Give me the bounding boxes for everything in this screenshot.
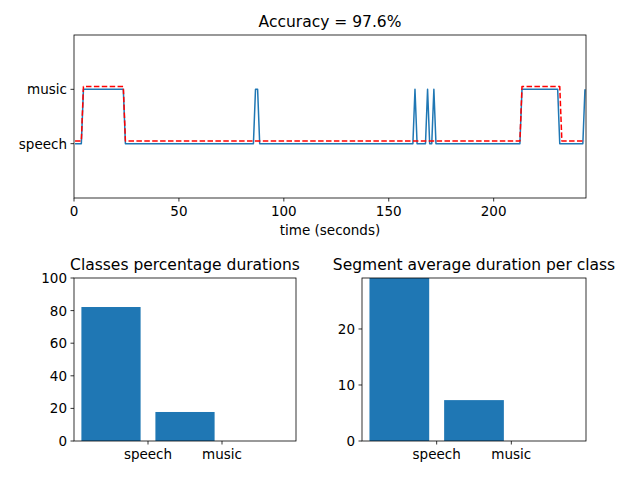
y-tick-label: music xyxy=(27,81,67,97)
y-tick xyxy=(71,89,75,90)
y-tick xyxy=(71,310,75,311)
x-tick-label: speech xyxy=(413,446,461,462)
x-tick-label: 200 xyxy=(481,203,507,219)
x-tick-label: music xyxy=(202,446,242,462)
y-tick-label: 0 xyxy=(346,433,355,449)
x-tick xyxy=(511,441,512,445)
y-tick-label: 60 xyxy=(50,335,67,351)
bar xyxy=(81,307,140,441)
x-axis-label: time (seconds) xyxy=(280,222,381,238)
y-tick-label: 20 xyxy=(338,321,355,337)
x-tick-label: 150 xyxy=(376,203,402,219)
x-tick-label: 0 xyxy=(70,203,79,219)
y-tick xyxy=(71,278,75,279)
x-tick-label: speech xyxy=(124,446,172,462)
title: Classes percentage durations xyxy=(70,256,300,274)
y-tick-label: 40 xyxy=(50,368,67,384)
x-tick xyxy=(148,441,149,445)
x-tick xyxy=(283,198,284,202)
x-tick xyxy=(178,198,179,202)
x-tick-label: music xyxy=(491,446,531,462)
y-tick xyxy=(71,408,75,409)
bar xyxy=(444,400,504,441)
title: Accuracy = 97.6% xyxy=(259,13,402,31)
bar xyxy=(155,412,214,441)
title: Segment average duration per class xyxy=(333,256,615,274)
bar xyxy=(369,278,429,441)
x-tick xyxy=(493,198,494,202)
y-tick-label: 10 xyxy=(338,377,355,393)
axes-frame xyxy=(362,278,586,441)
x-tick xyxy=(388,198,389,202)
series-line xyxy=(75,87,585,141)
plot-area xyxy=(369,278,503,441)
axes-frame xyxy=(74,35,586,198)
x-tick xyxy=(222,441,223,445)
y-tick-label: 20 xyxy=(50,400,67,416)
y-tick xyxy=(359,328,363,329)
y-tick-label: 80 xyxy=(50,303,67,319)
plot-area xyxy=(75,87,585,144)
y-tick-label: 0 xyxy=(58,433,67,449)
y-tick xyxy=(359,384,363,385)
x-tick xyxy=(436,441,437,445)
y-tick-label: 100 xyxy=(41,270,67,286)
y-tick xyxy=(71,375,75,376)
series-line xyxy=(75,89,585,143)
y-tick xyxy=(71,343,75,344)
axes-frame xyxy=(74,278,296,441)
y-tick xyxy=(359,441,363,442)
plot-area xyxy=(81,307,214,441)
y-tick xyxy=(71,143,75,144)
y-tick xyxy=(71,441,75,442)
x-tick xyxy=(74,198,75,202)
x-tick-label: 100 xyxy=(271,203,297,219)
figure: 050100150200speechmusicAccuracy = 97.6%t… xyxy=(0,0,640,480)
x-tick-label: 50 xyxy=(170,203,187,219)
y-tick-label: speech xyxy=(19,136,67,152)
